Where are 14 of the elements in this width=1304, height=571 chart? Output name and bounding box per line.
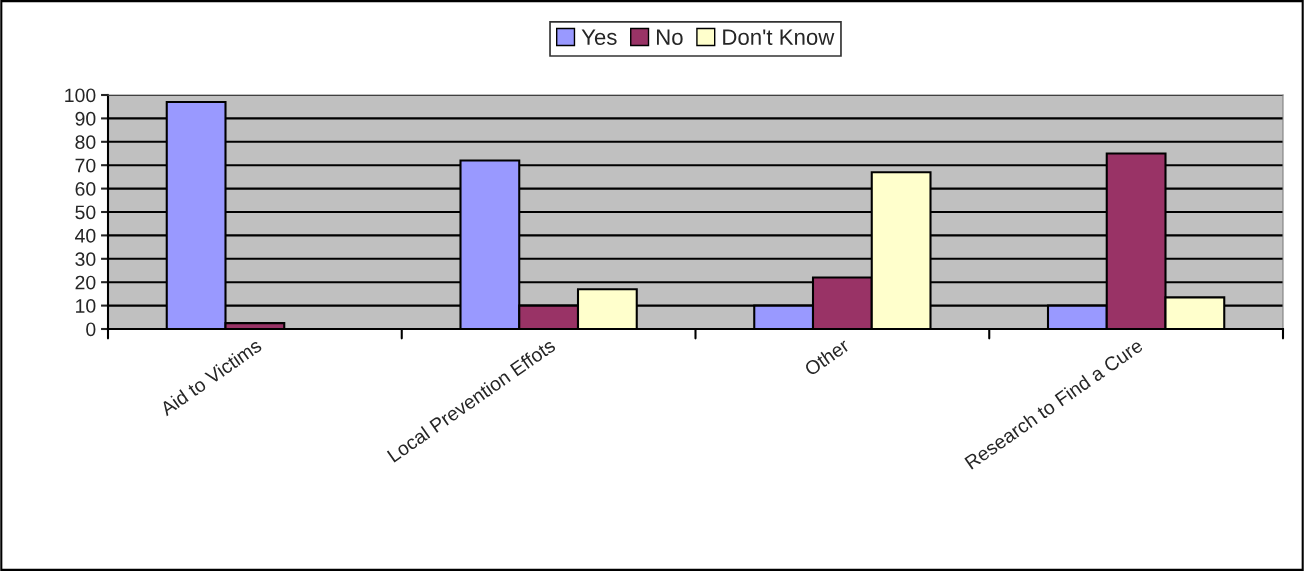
legend-label: No (657, 29, 683, 45)
y-tick-label: 40 (75, 228, 96, 243)
y-tick-label: 90 (75, 111, 96, 126)
y-tick-label: 20 (75, 275, 96, 290)
y-tick-label: 10 (76, 299, 96, 313)
y-tick-label: 0 (86, 322, 96, 337)
y-tick-label: 30 (75, 252, 96, 267)
y-tick-label: 70 (75, 158, 96, 173)
legend-label: Don't Know (723, 29, 835, 45)
y-tick-label: 80 (75, 135, 96, 150)
y-tick-label: 100 (65, 88, 96, 103)
y-tick-label: 60 (75, 182, 96, 196)
y-tick-label: 50 (75, 205, 96, 220)
legend-label: Yes (581, 29, 617, 45)
